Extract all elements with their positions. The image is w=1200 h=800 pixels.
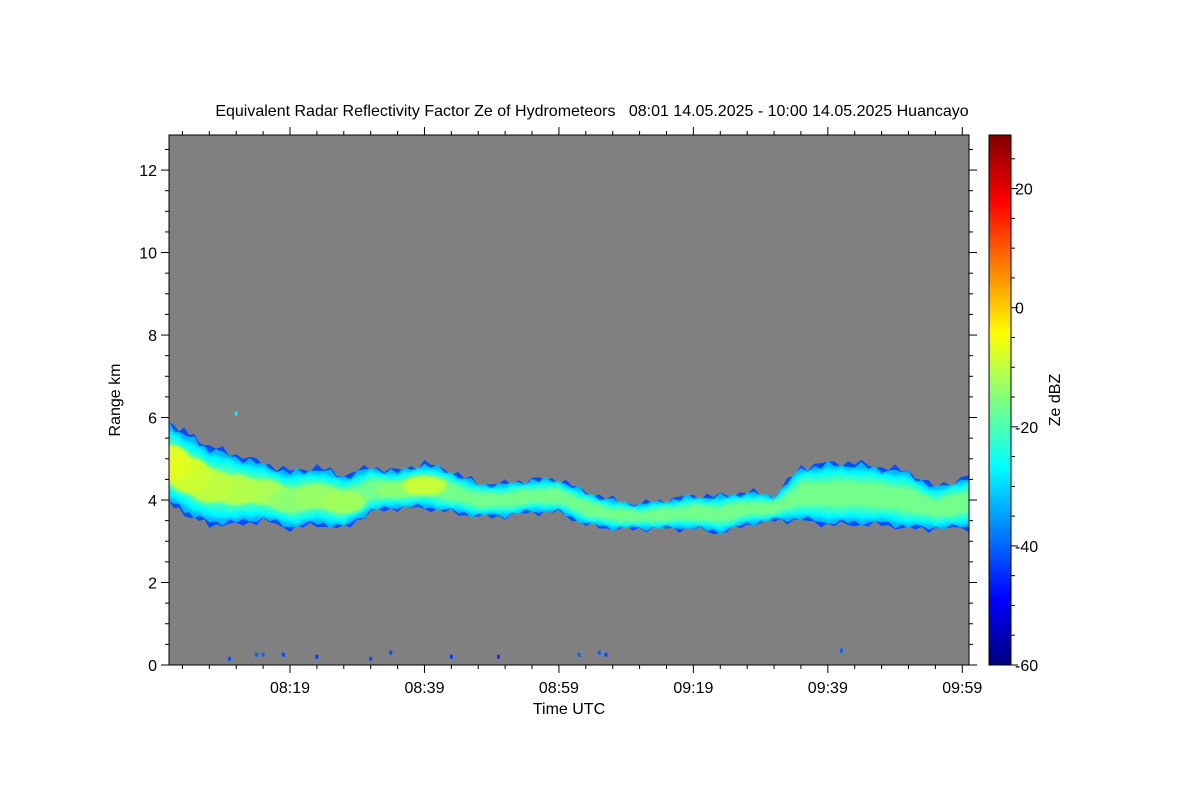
plot-frame xyxy=(168,134,970,666)
colorbar-tick-label: -40 xyxy=(1015,539,1038,556)
isolated-echo xyxy=(496,654,500,659)
isolated-echo xyxy=(234,411,238,416)
x-tick-label: 09:19 xyxy=(673,680,713,697)
isolated-echo xyxy=(577,652,581,657)
colorbar-label: Ze dBZ xyxy=(1047,374,1064,427)
x-tick-label: 09:59 xyxy=(942,680,982,697)
isolated-echo xyxy=(315,654,319,659)
x-tick-label: 08:39 xyxy=(404,680,444,697)
colorbar-tick-label: -60 xyxy=(1015,658,1038,675)
y-axis-label: Range km xyxy=(107,364,124,437)
isolated-echo xyxy=(228,656,231,661)
x-tick-label: 08:19 xyxy=(270,680,310,697)
isolated-echo xyxy=(254,652,258,657)
colorbar-tick-label: 0 xyxy=(1015,301,1024,318)
y-axis: 0 2 4 6 8 10 12 xyxy=(139,148,977,675)
isolated-echo xyxy=(389,650,393,655)
y-tick-label: 10 xyxy=(139,246,157,263)
colorbar-tick-label: -20 xyxy=(1015,420,1038,437)
cloud-layer xyxy=(169,420,969,535)
chart-title: Equivalent Radar Reflectivity Factor Ze … xyxy=(215,103,968,120)
plot-background xyxy=(169,135,969,665)
isolated-echo xyxy=(369,656,373,661)
isolated-echo xyxy=(449,654,453,659)
y-tick-label: 12 xyxy=(139,163,157,180)
colorbar-tick-label: 20 xyxy=(1015,182,1033,199)
x-axis: 08:19 08:39 08:59 09:19 09:39 09:59 xyxy=(181,127,982,697)
y-tick-label: 6 xyxy=(148,411,157,428)
isolated-echoes xyxy=(228,411,843,661)
isolated-echo xyxy=(261,652,265,657)
x-tick-label: 08:59 xyxy=(539,680,579,697)
x-tick-label: 09:39 xyxy=(808,680,848,697)
colorbar-ticks: -60 -40 -20 0 20 xyxy=(1011,158,1038,675)
y-tick-label: 0 xyxy=(148,658,157,675)
cloud-band xyxy=(169,446,969,523)
reflectivity-core xyxy=(321,490,366,514)
colorbar xyxy=(988,134,1012,666)
isolated-echo xyxy=(281,652,285,657)
isolated-echo xyxy=(839,648,843,653)
isolated-echo xyxy=(604,652,608,657)
reflectivity-core xyxy=(402,475,447,496)
y-tick-label: 4 xyxy=(148,493,157,510)
y-tick-label: 8 xyxy=(148,328,157,345)
y-tick-label: 2 xyxy=(148,576,157,593)
x-axis-label: Time UTC xyxy=(533,701,605,718)
isolated-echo xyxy=(597,650,601,655)
